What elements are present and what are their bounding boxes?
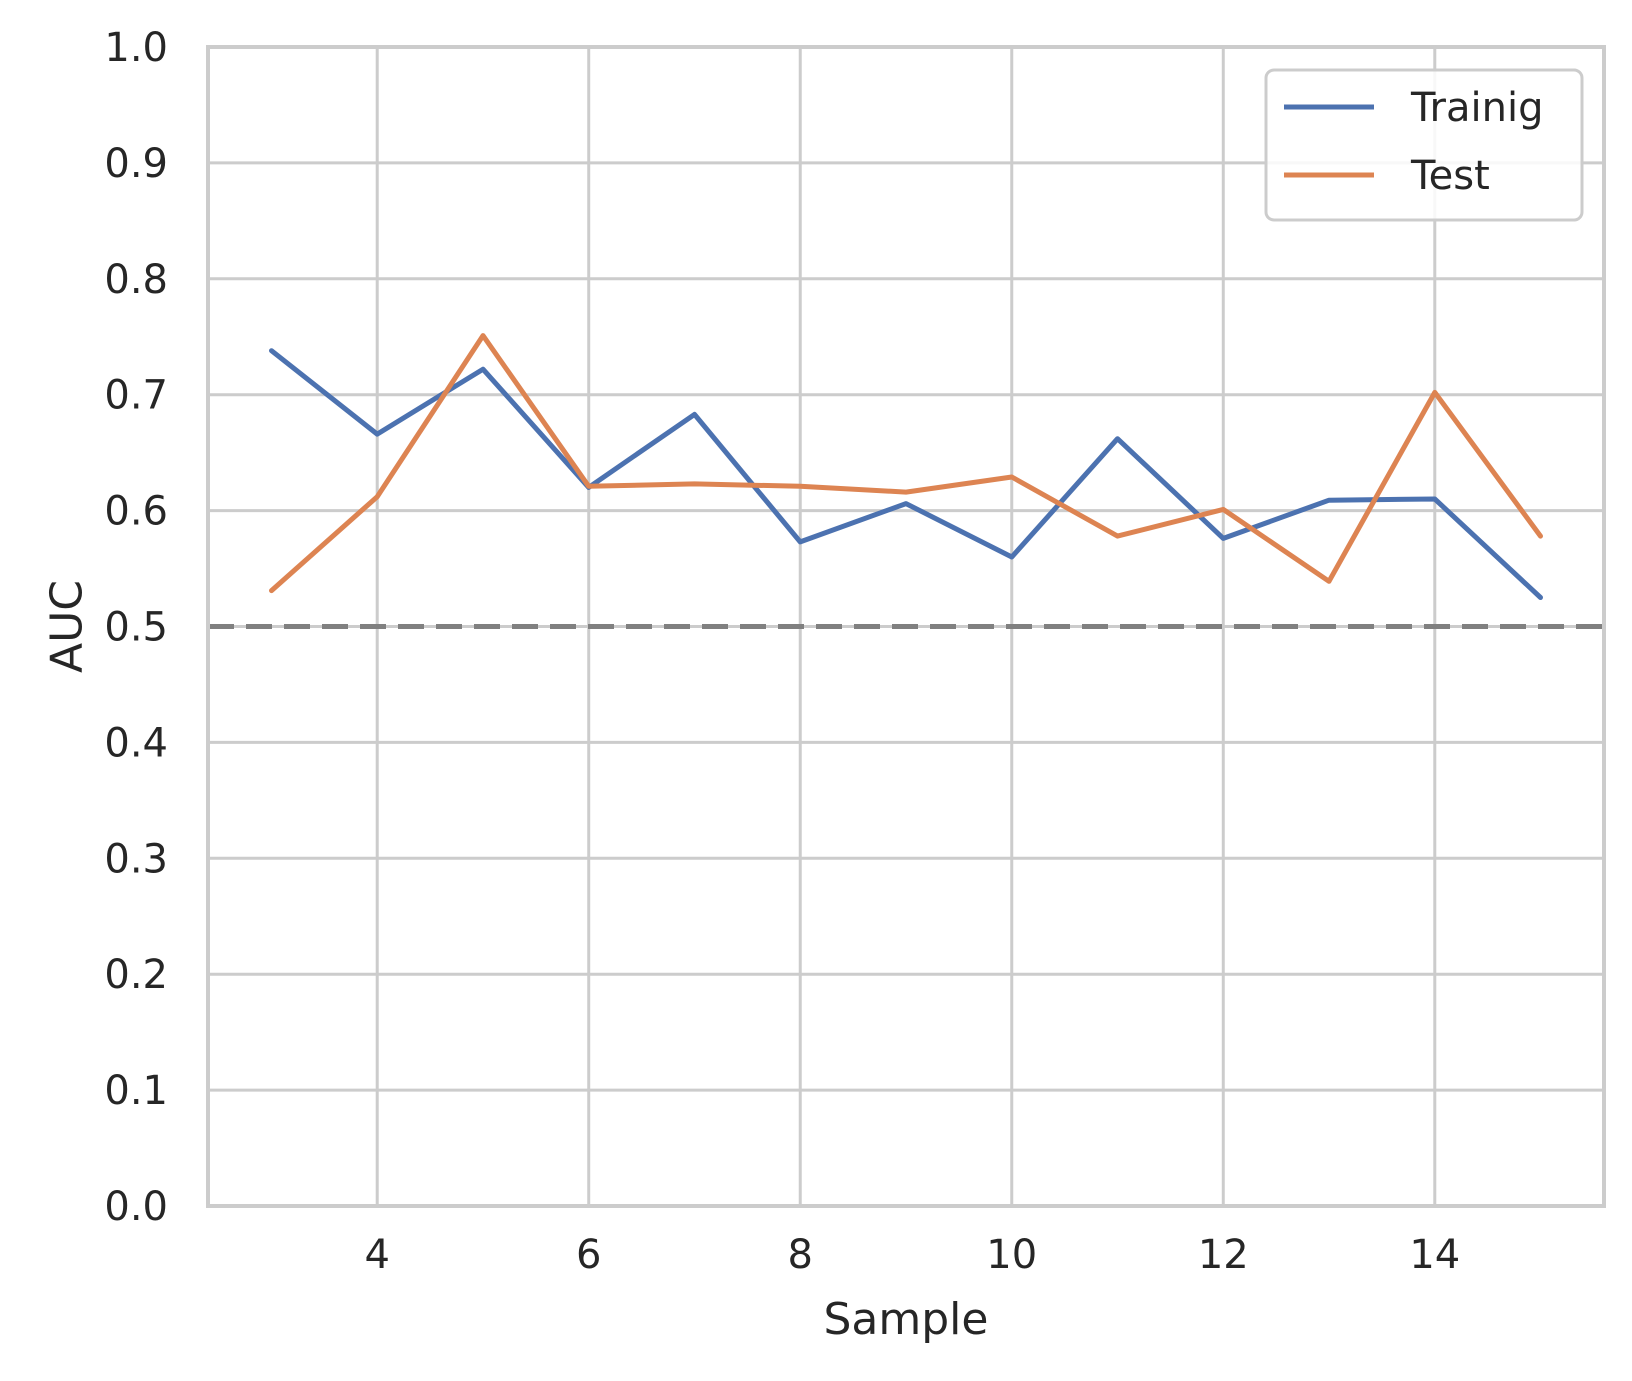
series-line-test bbox=[269, 333, 1543, 594]
y-tick-label: 0.0 bbox=[104, 1184, 168, 1230]
x-tick-label: 12 bbox=[1198, 1232, 1249, 1278]
y-tick-label: 0.6 bbox=[104, 489, 168, 535]
plot-frame bbox=[206, 45, 1606, 1208]
data-point-trainig bbox=[1538, 595, 1543, 600]
data-point-trainig bbox=[798, 539, 803, 544]
y-tick-label: 1.0 bbox=[104, 25, 168, 71]
data-point-test bbox=[269, 588, 274, 593]
data-point-test bbox=[692, 481, 697, 486]
y-tick-label: 0.9 bbox=[104, 141, 168, 187]
y-tick-label: 0.8 bbox=[104, 257, 168, 303]
x-tick-label: 8 bbox=[788, 1232, 813, 1278]
y-gridlines bbox=[208, 45, 1604, 1208]
x-tick-label: 6 bbox=[576, 1232, 601, 1278]
data-point-test bbox=[798, 484, 803, 489]
data-point-trainig bbox=[1115, 436, 1120, 441]
y-tick-labels: 0.0 0.1 0.2 0.3 0.4 0.5 0.6 0.7 0.8 0.9 1.0 bbox=[104, 25, 168, 1230]
data-point-trainig bbox=[269, 348, 274, 353]
data-point-trainig bbox=[692, 412, 697, 417]
data-point-test bbox=[1009, 474, 1014, 479]
y-axis-label: AUC bbox=[41, 580, 92, 673]
y-tick-label: 0.1 bbox=[104, 1068, 168, 1114]
data-point-test bbox=[904, 490, 909, 495]
data-point-test bbox=[375, 494, 380, 499]
legend-label-trainig: Trainig bbox=[1410, 85, 1543, 131]
x-axis-label: Sample bbox=[824, 1294, 989, 1345]
legend-label-test: Test bbox=[1410, 153, 1490, 199]
data-point-test bbox=[1327, 579, 1332, 584]
data-point-test bbox=[1432, 390, 1437, 395]
legend: Trainig Test bbox=[1264, 68, 1584, 222]
data-point-trainig bbox=[1432, 497, 1437, 502]
x-tick-label: 4 bbox=[364, 1232, 389, 1278]
data-point-test bbox=[586, 484, 591, 489]
data-point-test bbox=[480, 333, 485, 338]
x-tick-label: 14 bbox=[1409, 1232, 1460, 1278]
y-tick-label: 0.4 bbox=[104, 720, 168, 766]
x-tick-label: 10 bbox=[986, 1232, 1037, 1278]
data-point-trainig bbox=[1221, 536, 1226, 541]
y-tick-label: 0.7 bbox=[104, 373, 168, 419]
series-line-trainig bbox=[269, 348, 1543, 600]
data-point-test bbox=[1538, 534, 1543, 539]
y-tick-label: 0.3 bbox=[104, 836, 168, 882]
data-point-trainig bbox=[480, 367, 485, 372]
data-point-trainig bbox=[375, 432, 380, 437]
data-point-trainig bbox=[904, 501, 909, 506]
data-point-trainig bbox=[1327, 498, 1332, 503]
data-point-test bbox=[1221, 507, 1226, 512]
data-point-test bbox=[1115, 534, 1120, 539]
y-tick-label: 0.2 bbox=[104, 952, 168, 998]
series-lines bbox=[269, 333, 1543, 600]
x-tick-labels: 4 6 8 10 12 14 bbox=[364, 1232, 1460, 1278]
y-tick-label: 0.5 bbox=[104, 605, 168, 651]
data-point-trainig bbox=[1009, 554, 1014, 559]
